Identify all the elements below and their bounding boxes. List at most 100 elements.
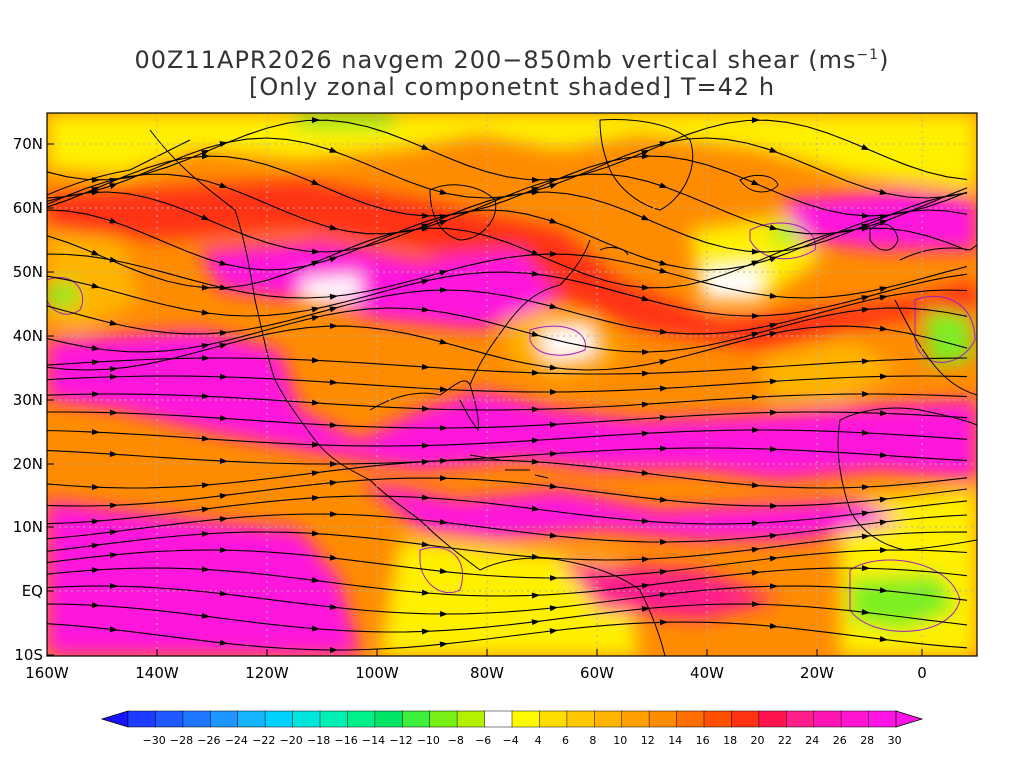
colorbar-swatch-19	[621, 710, 650, 728]
streamline-arrow-151	[861, 484, 870, 491]
streamline-arrow-69	[641, 295, 650, 302]
shear-region-13	[560, 560, 780, 620]
streamline-arrow-65	[201, 309, 210, 316]
colorbar-label-20: 16	[696, 734, 710, 747]
streamline-4	[47, 191, 968, 253]
streamline-arrow-17	[201, 153, 210, 160]
colorbar-label-12: −6	[475, 734, 491, 747]
coastline-7	[479, 557, 666, 656]
streamline-13	[47, 375, 968, 393]
shaded-field	[47, 113, 977, 656]
streamline-arrow-131	[421, 442, 430, 449]
streamline-arrow-171	[439, 518, 448, 525]
streamlines	[47, 117, 968, 653]
streamline-arrow-127	[879, 410, 888, 417]
streamline-7	[47, 253, 968, 299]
streamline-arrow-186	[329, 554, 338, 561]
streamline-arrow-140	[549, 450, 558, 457]
streamline-arrow-28	[549, 177, 558, 184]
streamline-arrow-82	[311, 315, 320, 322]
streamline-arrow-206	[769, 583, 778, 590]
coastline-13	[839, 407, 977, 426]
streamline-16	[47, 429, 968, 447]
colorbar-swatch-9	[347, 710, 376, 728]
colorbar-label-15: 6	[562, 734, 569, 747]
colorbar-swatch-28	[868, 710, 897, 728]
streamline-arrow-92	[549, 364, 558, 371]
colorbar-swatch-12	[429, 710, 458, 728]
streamline-arrow-49	[201, 284, 210, 291]
streamline-arrow-185	[219, 547, 228, 554]
colorbar-label-23: 22	[778, 734, 792, 747]
streamline-arrow-90	[329, 323, 338, 330]
streamline-arrow-97	[201, 355, 210, 362]
streamline-arrow-210	[311, 625, 320, 632]
coastline-11	[899, 244, 977, 261]
streamline-arrow-42	[329, 256, 338, 263]
streamline-arrow-68	[531, 270, 540, 277]
streamline-arrow-48	[91, 249, 100, 256]
streamline-arrow-98	[311, 357, 320, 364]
streamline-arrow-33	[201, 214, 210, 221]
streamline-arrow-180	[531, 553, 540, 560]
colorbar-label-19: 14	[668, 734, 682, 747]
streamline-arrow-135	[861, 429, 870, 436]
streamline-27	[47, 621, 968, 651]
streamline-arrow-203	[439, 610, 448, 617]
chart-title-line1: 00Z11APR2026 navgem 200−850mb vertical s…	[0, 46, 1024, 74]
streamline-arrow-130	[311, 441, 320, 448]
colorbar-left-arrow	[100, 710, 129, 728]
lon-label-4: 80W	[470, 664, 504, 682]
coastlines	[47, 119, 977, 656]
streamline-arrow-107	[439, 386, 448, 393]
coastline-9	[739, 174, 779, 193]
colorbar-label-8: −14	[362, 734, 385, 747]
streamline-arrow-202	[329, 603, 338, 610]
colorbar-swatch-18	[594, 710, 623, 728]
colorbar-label-3: −24	[225, 734, 248, 747]
streamline-arrow-85	[641, 349, 650, 356]
colorbar-swatch-10	[374, 710, 404, 728]
streamline-arrow-218	[329, 646, 338, 653]
streamline-arrow-195	[421, 589, 430, 596]
colorbar-label-13: −4	[502, 734, 518, 747]
streamline-arrow-3	[421, 144, 430, 150]
streamline-arrow-134	[751, 427, 760, 434]
streamline-arrow-173	[659, 539, 668, 546]
lat-label-7: EQ	[22, 582, 43, 600]
streamline-arrow-114	[311, 399, 320, 406]
colorbar-label-17: 10	[613, 734, 627, 747]
streamline-arrow-80	[91, 345, 100, 351]
streamline-arrow-222	[769, 623, 778, 630]
streamline-arrow-9	[219, 141, 228, 148]
colorbar-right-arrow	[895, 710, 924, 728]
streamline-arrow-170	[329, 511, 338, 518]
streamline-arrow-219	[439, 641, 448, 648]
colorbar-label-24: 24	[805, 734, 819, 747]
colorbar-label-4: −22	[252, 734, 275, 747]
colorbar-swatch-7	[292, 710, 321, 728]
streamline-arrow-142	[769, 446, 778, 453]
colorbar-swatch-24	[758, 710, 788, 728]
colorbar-swatch-25	[786, 710, 815, 728]
streamline-arrow-157	[659, 496, 668, 503]
colorbar-label-25: 26	[833, 734, 847, 747]
colorbar-label-11: −8	[448, 734, 464, 747]
streamline-arrow-204	[549, 605, 558, 612]
shear-region-17	[290, 113, 400, 128]
colorbar-swatch-14	[484, 710, 513, 728]
streamline-arrow-67	[421, 278, 430, 285]
streamline-arrow-72	[109, 319, 118, 326]
contour-3	[47, 276, 84, 315]
shear-region-8	[47, 330, 977, 480]
streamline-2	[47, 155, 968, 217]
streamline-arrow-29	[659, 182, 668, 189]
contour-0	[849, 559, 961, 632]
longitude-axis: 160W 140W 120W 100W 80W 60W 40W 20W 0	[25, 649, 927, 682]
colorbar-label-0: −30	[142, 734, 165, 747]
streamline-arrow-38	[751, 248, 760, 255]
shear-region-9	[200, 240, 560, 330]
streamline-25	[47, 585, 968, 615]
colorbar-label-22: 20	[751, 734, 765, 747]
